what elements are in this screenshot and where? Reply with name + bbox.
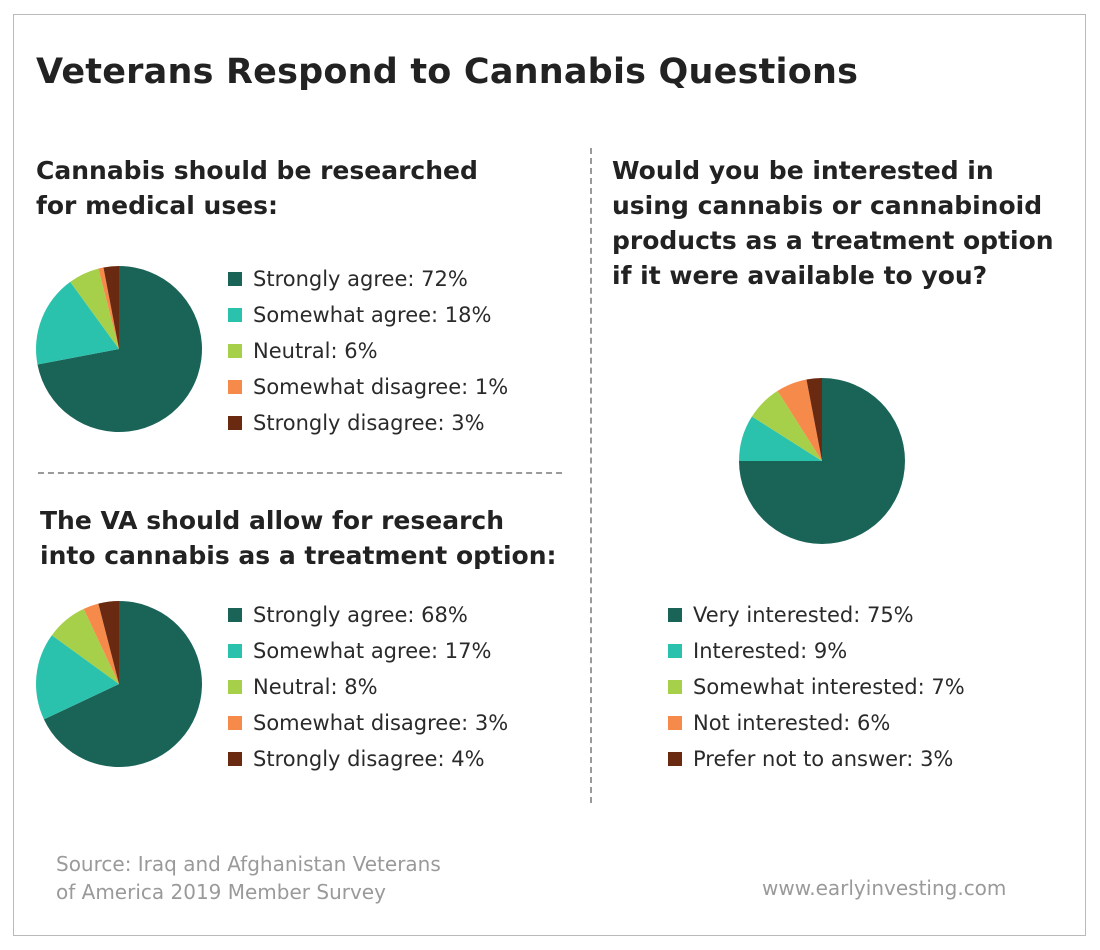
legend-swatch <box>228 644 242 658</box>
legend-label: Not interested: 6% <box>693 711 891 735</box>
pie-slice-somewhat-disagree <box>83 603 119 684</box>
chart-2-question: The VA should allow for research into ca… <box>40 503 557 573</box>
legend-item: Interested: 9% <box>668 633 965 669</box>
legend-swatch <box>228 308 242 322</box>
legend-item: Somewhat agree: 18% <box>228 297 508 333</box>
legend-item: Somewhat disagree: 3% <box>228 705 508 741</box>
pie-slice-somewhat-interested <box>751 390 822 461</box>
legend-item: Strongly disagree: 3% <box>228 405 508 441</box>
legend-swatch <box>228 380 242 394</box>
website-link[interactable]: www.earlyinvesting.com <box>762 876 1007 900</box>
legend-label: Strongly disagree: 3% <box>253 411 485 435</box>
pie-slice-neutral <box>70 268 119 349</box>
legend-item: Somewhat interested: 7% <box>668 669 965 705</box>
pie-slice-somewhat-disagree <box>98 267 119 349</box>
chart-3-question: Would you be interested in using cannabi… <box>612 153 1054 293</box>
pie-slice-neutral <box>51 608 119 684</box>
legend-item: Somewhat disagree: 1% <box>228 369 508 405</box>
chart-2-legend: Strongly agree: 68% Somewhat agree: 17% … <box>228 597 508 777</box>
legend-label: Prefer not to answer: 3% <box>693 747 954 771</box>
pie-slice-not-interested <box>777 379 822 461</box>
pie-slice-strongly-agree <box>43 601 203 767</box>
chart-2-question-line: into cannabis as a treatment option: <box>40 541 557 570</box>
infographic-frame <box>13 14 1086 936</box>
legend-label: Strongly disagree: 4% <box>253 747 485 771</box>
legend-label: Somewhat agree: 18% <box>253 303 492 327</box>
source-note: Source: Iraq and Afghanistan Veterans of… <box>56 850 441 906</box>
chart-3-question-line: Would you be interested in <box>612 156 994 185</box>
legend-label: Strongly agree: 72% <box>253 267 468 291</box>
chart-1-question-line: Cannabis should be researched <box>36 156 478 185</box>
legend-label: Neutral: 8% <box>253 675 378 699</box>
chart-3-question-line: if it were available to you? <box>612 261 988 290</box>
pie-slice-strongly-disagree <box>103 266 119 349</box>
legend-label: Somewhat disagree: 1% <box>253 375 509 399</box>
chart-3-question-line: using cannabis or cannabinoid <box>612 191 1043 220</box>
legend-label: Somewhat agree: 17% <box>253 639 492 663</box>
pie-slice-somewhat-agree <box>35 635 119 720</box>
pie-slice-strongly-disagree <box>98 601 119 684</box>
legend-swatch <box>228 344 242 358</box>
legend-item: Prefer not to answer: 3% <box>668 741 965 777</box>
source-line: Source: Iraq and Afghanistan Veterans <box>56 852 441 876</box>
pie-slice-somewhat-agree <box>35 281 120 365</box>
source-line: of America 2019 Member Survey <box>56 880 386 904</box>
chart-3-pie <box>739 378 905 544</box>
pie-slice-interested <box>739 416 822 461</box>
chart-2-pie <box>35 601 203 767</box>
chart-1-pie <box>35 266 203 432</box>
pie-slice-prefer-not-to-answer <box>806 378 822 461</box>
legend-label: Neutral: 6% <box>253 339 378 363</box>
legend-item: Strongly agree: 72% <box>228 261 508 297</box>
page-title: Veterans Respond to Cannabis Questions <box>36 52 859 92</box>
pie-slice-strongly-agree <box>37 266 203 432</box>
legend-label: Somewhat disagree: 3% <box>253 711 509 735</box>
chart-3-legend: Very interested: 75% Interested: 9% Some… <box>668 597 965 777</box>
legend-item: Neutral: 8% <box>228 669 508 705</box>
legend-swatch <box>228 680 242 694</box>
legend-label: Somewhat interested: 7% <box>693 675 965 699</box>
legend-item: Neutral: 6% <box>228 333 508 369</box>
chart-1-question-line: for medical uses: <box>36 191 279 220</box>
chart-1-question: Cannabis should be researched for medica… <box>36 153 478 223</box>
legend-label: Interested: 9% <box>693 639 848 663</box>
legend-swatch <box>668 752 682 766</box>
legend-swatch <box>228 608 242 622</box>
chart-2-question-line: The VA should allow for research <box>40 506 505 535</box>
legend-item: Very interested: 75% <box>668 597 965 633</box>
legend-swatch <box>668 680 682 694</box>
chart-3-question-line: products as a treatment option <box>612 226 1054 255</box>
legend-label: Strongly agree: 68% <box>253 603 468 627</box>
legend-swatch <box>228 272 242 286</box>
legend-swatch <box>228 716 242 730</box>
legend-swatch <box>228 416 242 430</box>
legend-swatch <box>668 644 682 658</box>
vertical-divider <box>590 148 592 803</box>
horizontal-divider <box>38 472 562 474</box>
legend-item: Not interested: 6% <box>668 705 965 741</box>
chart-1-legend: Strongly agree: 72% Somewhat agree: 18% … <box>228 261 508 441</box>
legend-swatch <box>228 752 242 766</box>
legend-item: Strongly agree: 68% <box>228 597 508 633</box>
legend-label: Very interested: 75% <box>693 603 914 627</box>
legend-swatch <box>668 716 682 730</box>
legend-item: Somewhat agree: 17% <box>228 633 508 669</box>
legend-item: Strongly disagree: 4% <box>228 741 508 777</box>
legend-swatch <box>668 608 682 622</box>
